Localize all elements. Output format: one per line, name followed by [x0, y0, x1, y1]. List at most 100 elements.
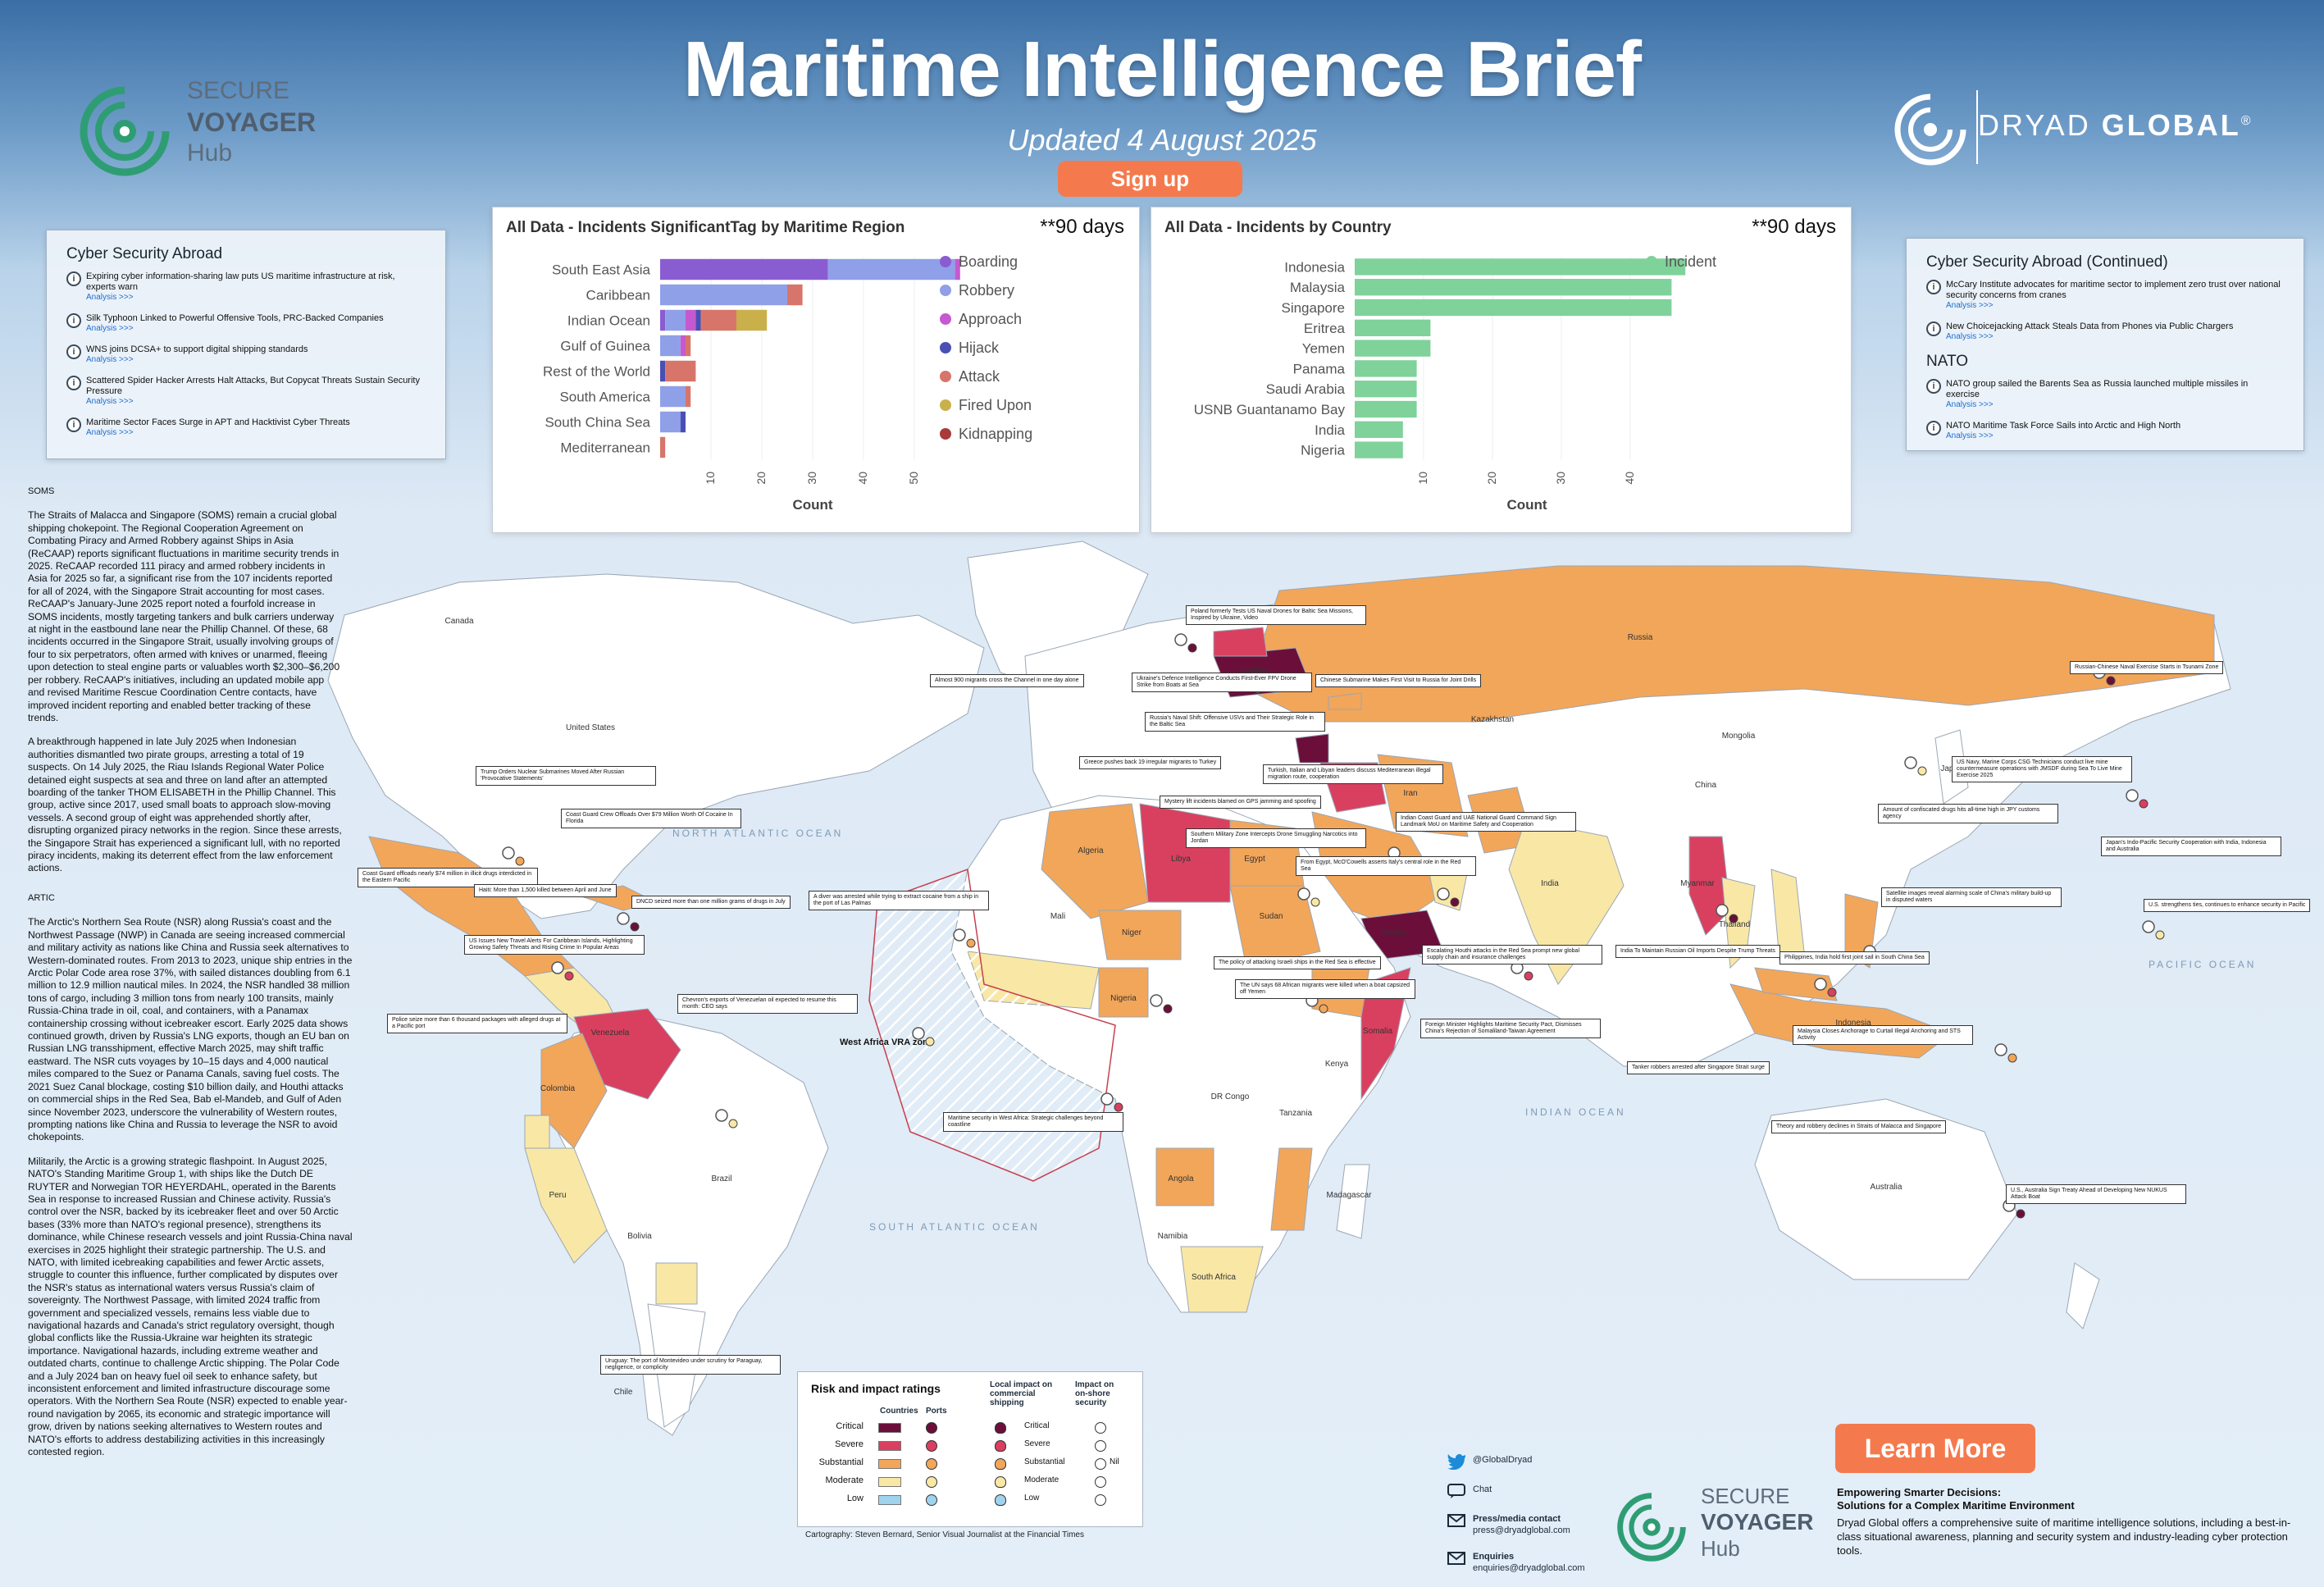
map-news-callout[interactable]: Theory and robbery declines in Straits o…	[1771, 1120, 1947, 1133]
info-marker-icon[interactable]	[715, 1109, 728, 1122]
info-marker-icon[interactable]	[617, 912, 630, 925]
map-news-callout[interactable]: Police seize more than 6 thousand packag…	[387, 1014, 567, 1033]
port-marker-icon[interactable]	[1917, 766, 1927, 776]
port-marker-icon[interactable]	[1827, 987, 1837, 997]
map-news-callout[interactable]: Amount of confiscated drugs hits all-tim…	[1878, 804, 2058, 823]
analysis-link[interactable]: Analysis >>>	[86, 324, 134, 333]
news-item[interactable]: i NATO group sailed the Barents Sea as Ru…	[1926, 379, 2284, 409]
port-marker-icon[interactable]	[515, 856, 525, 866]
info-marker-icon[interactable]	[1174, 633, 1187, 646]
press-email[interactable]: press@dryadglobal.com	[1473, 1525, 1570, 1535]
news-item[interactable]: i NATO Maritime Task Force Sails into Arc…	[1926, 421, 2284, 440]
info-marker-icon[interactable]	[1814, 978, 1827, 991]
port-marker-icon[interactable]	[2106, 676, 2116, 686]
map-news-callout[interactable]: DNCD seized more than one million grams …	[631, 896, 791, 909]
signup-button[interactable]: Sign up	[1058, 161, 1242, 197]
map-news-callout[interactable]: A diver was arrested while trying to ext…	[809, 891, 989, 910]
map-news-callout[interactable]: Uruguay: The port of Montevideo under sc…	[600, 1355, 781, 1375]
info-marker-icon[interactable]	[551, 961, 564, 974]
map-news-callout[interactable]: Japan's Indo-Pacific Security Cooperatio…	[2101, 837, 2281, 856]
map-news-callout[interactable]: Haiti: More than 1,500 killed between Ap…	[474, 884, 617, 897]
map-news-callout[interactable]: Greece pushes back 19 irregular migrants…	[1079, 756, 1222, 769]
info-marker-icon[interactable]	[1150, 994, 1163, 1007]
map-news-callout[interactable]: Satellite images reveal alarming scale o…	[1881, 887, 2062, 907]
map-news-callout[interactable]: US Navy, Marine Corps CSG Technicians co…	[1952, 756, 2132, 782]
map-news-callout[interactable]: Ukraine's Defence Intelligence Conducts …	[1132, 673, 1312, 692]
port-marker-icon[interactable]	[2007, 1053, 2017, 1063]
analysis-link[interactable]: Analysis >>>	[1946, 400, 1994, 409]
info-marker-icon[interactable]	[2126, 789, 2139, 802]
map-news-callout[interactable]: Mystery lift incidents blamed on GPS jam…	[1160, 796, 1321, 809]
map-news-callout[interactable]: U.S., Australia Sign Treaty Ahead of Dev…	[2006, 1184, 2186, 1204]
news-item[interactable]: i Silk Typhoon Linked to Powerful Offensi…	[66, 313, 426, 333]
port-marker-icon[interactable]	[1163, 1004, 1173, 1014]
map-news-callout[interactable]: Malaysia Closes Anchorage to Curtail Ill…	[1793, 1025, 1973, 1045]
info-marker-icon[interactable]	[1994, 1043, 2007, 1056]
info-marker-icon[interactable]	[1437, 887, 1450, 901]
analysis-link[interactable]: Analysis >>>	[86, 428, 134, 437]
map-news-callout[interactable]: Chinese Submarine Makes First Visit to R…	[1315, 674, 1482, 687]
map-news-callout[interactable]: Trump Orders Nuclear Submarines Moved Af…	[476, 766, 656, 786]
port-marker-icon[interactable]	[2155, 930, 2165, 940]
map-news-callout[interactable]: Southern Military Zone Intercepts Drone …	[1186, 828, 1366, 848]
info-marker-icon[interactable]	[2142, 920, 2155, 933]
map-news-callout[interactable]: Russia's Naval Shift: Offensive USVs and…	[1145, 712, 1325, 732]
map-news-callout[interactable]: US Issues New Travel Alerts For Caribbea…	[464, 935, 645, 955]
info-marker-icon[interactable]	[1716, 904, 1729, 917]
country-paraguay	[655, 1262, 698, 1305]
news-item[interactable]: i Expiring cyber information-sharing law …	[66, 271, 426, 302]
map-news-callout[interactable]: Coast Guard Crew Offloads Over $79 Milli…	[561, 809, 741, 828]
info-marker-icon[interactable]	[1904, 756, 1917, 769]
analysis-link[interactable]: Analysis >>>	[86, 397, 134, 406]
brand-name-light: DRYAD	[1978, 108, 2091, 142]
port-marker-icon[interactable]	[728, 1119, 738, 1129]
analysis-link[interactable]: Analysis >>>	[86, 355, 134, 364]
info-marker-icon[interactable]	[1100, 1092, 1114, 1106]
map-news-callout[interactable]: The policy of attacking Israeli ships in…	[1214, 956, 1381, 969]
port-marker-icon[interactable]	[1729, 914, 1738, 923]
map-news-callout[interactable]: Philippines, India hold first joint sail…	[1779, 951, 1930, 965]
news-item[interactable]: i McCary Institute advocates for maritime…	[1926, 280, 2284, 310]
info-marker-icon[interactable]	[502, 846, 515, 860]
analysis-link[interactable]: Analysis >>>	[1946, 332, 1994, 341]
learn-more-button[interactable]: Learn More	[1835, 1424, 2035, 1473]
map-news-callout[interactable]: From Egypt, McO'Cowells asserts Italy's …	[1296, 856, 1476, 876]
info-marker-icon[interactable]	[953, 928, 966, 942]
port-marker-icon[interactable]	[630, 922, 640, 932]
info-marker-icon[interactable]	[912, 1027, 925, 1040]
port-marker-icon[interactable]	[925, 1037, 935, 1047]
analysis-link[interactable]: Analysis >>>	[86, 293, 134, 302]
map-news-callout[interactable]: Poland formerly Tests US Naval Drones fo…	[1186, 605, 1366, 625]
map-news-callout[interactable]: Chevron's exports of Venezuelan oil expe…	[677, 994, 858, 1014]
port-marker-icon[interactable]	[2016, 1209, 2026, 1219]
map-news-callout[interactable]: Turkish, Italian and Libyan leaders disc…	[1263, 764, 1443, 784]
analysis-link[interactable]: Analysis >>>	[1946, 431, 1994, 440]
analysis-link[interactable]: Analysis >>>	[1946, 301, 1994, 310]
port-marker-icon[interactable]	[1310, 897, 1320, 907]
map-news-callout[interactable]: Escalating Houthi attacks in the Red Sea…	[1422, 945, 1602, 965]
map-news-callout[interactable]: Foreign Minister Highlights Maritime Sec…	[1420, 1019, 1601, 1038]
news-item[interactable]: i Maritime Sector Faces Surge in APT and …	[66, 417, 426, 437]
enquiries-email[interactable]: enquiries@dryadglobal.com	[1473, 1563, 1585, 1573]
news-item[interactable]: i Scattered Spider Hacker Arrests Halt At…	[66, 376, 426, 406]
map-news-callout[interactable]: India To Maintain Russian Oil Imports De…	[1615, 945, 1780, 958]
port-marker-icon[interactable]	[2139, 799, 2149, 809]
port-marker-icon[interactable]	[1114, 1102, 1123, 1112]
info-marker-icon[interactable]	[1297, 887, 1310, 901]
news-item[interactable]: i WNS joins DCSA+ to support digital ship…	[66, 344, 426, 364]
port-marker-icon[interactable]	[564, 971, 574, 981]
bar-attack	[787, 284, 803, 306]
port-marker-icon[interactable]	[1319, 1004, 1328, 1014]
map-news-callout[interactable]: Almost 900 migrants cross the Channel in…	[930, 674, 1084, 687]
map-news-callout[interactable]: The UN says 68 African migrants were kil…	[1235, 979, 1415, 999]
map-news-callout[interactable]: Tanker robbers arrested after Singapore …	[1627, 1061, 1770, 1074]
news-item[interactable]: i New Choicejacking Attack Steals Data fr…	[1926, 322, 2284, 341]
port-marker-icon[interactable]	[1524, 971, 1533, 981]
port-marker-icon[interactable]	[1187, 643, 1197, 653]
port-marker-icon[interactable]	[1450, 897, 1460, 907]
map-news-callout[interactable]: Maritime security in West Africa: Strate…	[943, 1112, 1123, 1132]
map-news-callout[interactable]: Russian-Chinese Naval Exercise Starts in…	[2070, 661, 2224, 674]
map-news-callout[interactable]: Indian Coast Guard and UAE National Guar…	[1396, 812, 1576, 832]
map-news-callout[interactable]: U.S. strengthens ties, continues to enha…	[2144, 899, 2311, 912]
port-marker-icon[interactable]	[966, 938, 976, 948]
